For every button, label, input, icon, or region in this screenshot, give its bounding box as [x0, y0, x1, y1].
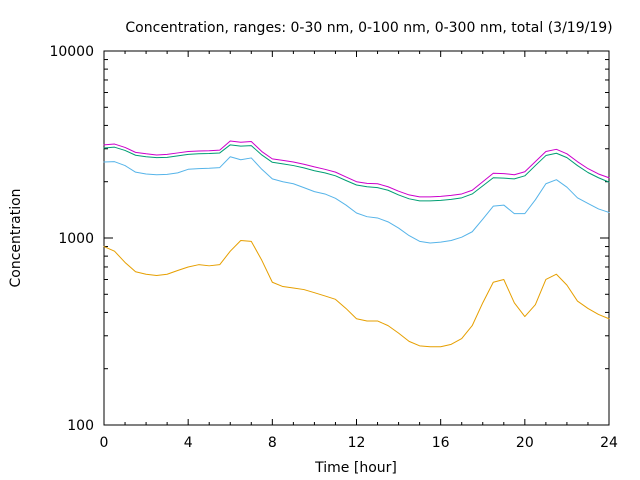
- x-axis-ticks: 0 4 8 12 16 20 24: [100, 51, 618, 451]
- y-axis-label: Concentration: [8, 188, 24, 287]
- x-axis-label: Time [hour]: [314, 460, 397, 476]
- series-line-3: [103, 156, 610, 244]
- x-tick-label: 4: [184, 435, 193, 451]
- series-layer: [103, 140, 610, 348]
- series-line-2: [103, 144, 610, 202]
- series-line-1: [103, 140, 610, 198]
- x-tick-label: 16: [432, 435, 450, 451]
- y-tick-label: 100: [67, 418, 94, 434]
- x-tick-label: 24: [600, 435, 618, 451]
- y-axis-ticks: 100 1000 10000: [49, 44, 609, 434]
- x-tick-label: 0: [100, 435, 109, 451]
- y-tick-label: 1000: [58, 231, 94, 247]
- plot-frame: [103, 50, 610, 426]
- y-tick-label: 10000: [49, 44, 94, 60]
- x-tick-label: 20: [516, 435, 534, 451]
- series-line-4: [103, 239, 610, 348]
- x-tick-label: 8: [268, 435, 277, 451]
- chart-title: Concentration, ranges: 0-30 nm, 0-100 nm…: [125, 20, 612, 36]
- x-tick-label: 12: [348, 435, 366, 451]
